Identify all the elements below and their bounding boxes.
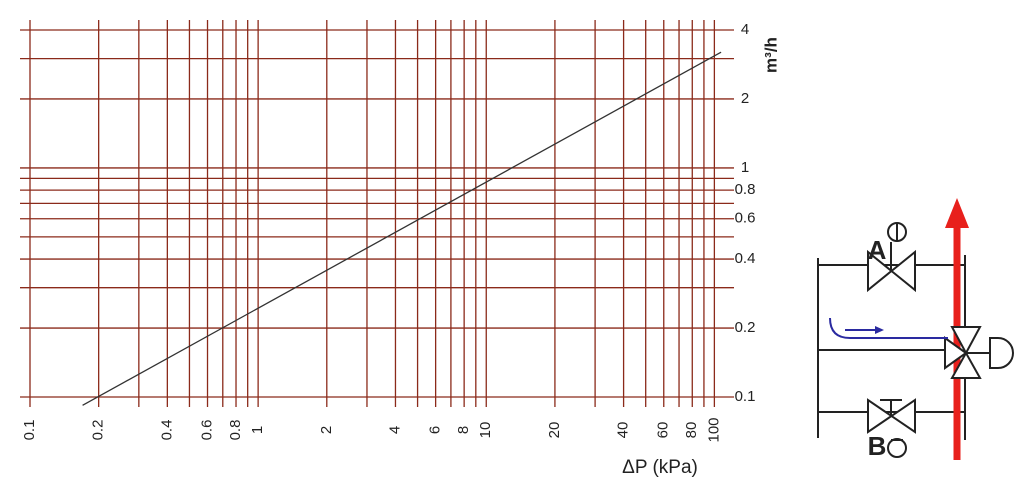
x-tick-label: 0.8 [227,420,244,441]
x-tick-label: 0.2 [90,420,107,441]
flow-arrow [945,198,969,460]
valve-label: A [868,235,887,265]
x-tick-label: 80 [683,422,700,439]
y-tick-label: 0.1 [735,388,756,405]
x-tick-label: 0.4 [158,420,175,441]
x-tick-label: 100 [705,417,722,442]
x-tick-label: 8 [455,426,472,434]
x-tick-label: 60 [655,422,672,439]
x-tick-label: 1 [249,426,266,434]
x-axis-label: ΔP (kPa) [622,457,698,478]
x-tick-label: 10 [477,422,494,439]
x-tick-label: 4 [386,426,403,434]
x-tick-label: 0.1 [21,420,38,441]
y-tick-label: 0.2 [735,319,756,336]
y-tick-label: 2 [741,90,749,107]
y-tick-label: 0.4 [735,250,756,267]
x-tick-label: 20 [546,422,563,439]
x-tick-label: 40 [615,422,632,439]
valve-label: B [868,431,887,461]
y-tick-label: 1 [741,159,749,176]
y-tick-label: 4 [741,21,749,38]
y-tick-label: 0.6 [735,210,756,227]
three-way-valve [944,326,1014,379]
bypass-flow [829,317,948,339]
x-tick-label: 6 [427,426,444,434]
y-tick-label: 0.8 [735,181,756,198]
y-axis-label: m³/h [761,37,780,73]
valve-diagram [817,222,966,458]
x-tick-label: 2 [318,426,335,434]
data-line [82,51,722,406]
x-tick-label: 0.6 [198,420,215,441]
